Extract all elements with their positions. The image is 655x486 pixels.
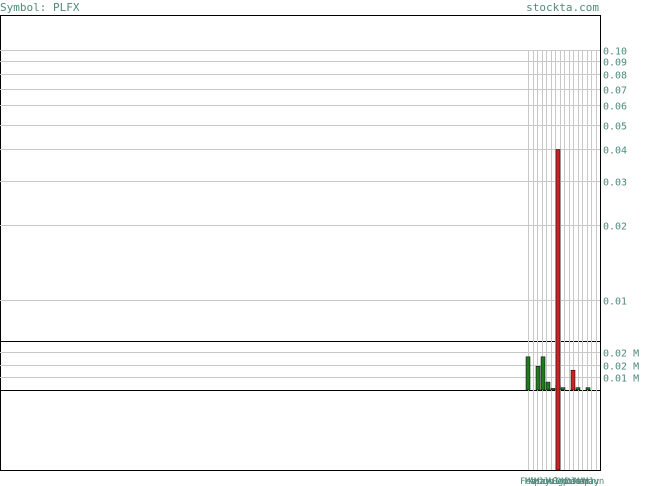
time-tick-label: Mar [574,477,591,486]
time-tick-label: Jul [543,477,559,486]
price-tick-label: 0.02 [603,222,627,233]
time-tick-label: Apr [579,477,596,486]
site-label: stockta.com [526,1,599,14]
volume-axis-ticks: 0.02 M0.02 M0.01 M [603,349,639,385]
time-tick-label: Feb [520,477,536,486]
price-tick-label: 0.09 [603,58,627,69]
time-tick-label: Jan [570,477,586,486]
price-tick-label: 0.03 [603,178,627,189]
time-grid [528,50,597,470]
price-axis-ticks: 0.100.09 0.08 0.07 0.06 0.05 0.04 0.03 0.02 0.01 [603,47,627,308]
volume-bar [550,388,556,391]
price-bars [555,149,561,471]
price-tick-label: 0.10 [603,47,627,58]
time-tick-label: Oct [556,477,572,486]
price-grid [0,50,600,301]
time-tick-label: Dec [565,477,581,486]
volume-bar [570,369,576,391]
price-tick-label: 0.08 [603,71,627,82]
time-tick-label: Sep [552,477,568,486]
volume-bar [535,366,541,391]
time-tick-label: Aug [547,477,563,486]
volume-bar [560,387,566,391]
time-tick-label: May [534,477,551,486]
volume-bar [575,387,581,391]
volume-bar [585,387,591,391]
price-bar [555,149,561,471]
time-tick-label: May [583,477,600,486]
price-tick-label: 0.05 [603,122,627,133]
time-tick-label: Nov [561,477,577,486]
time-tick-label: Jun [588,477,604,486]
time-tick-label: Apr [529,477,546,486]
price-tick-label: 0.01 [603,297,627,308]
volume-grid [0,352,600,378]
time-tick-label: Jun [538,477,554,486]
time-axis-ticks: FebMarAprMayJunJulAugSepOctNovDecJanMarA… [520,477,604,486]
price-tick-label: 0.04 [603,146,627,157]
volume-tick-label: 0.01 M [603,374,639,385]
volume-tick-label: 0.02 M [603,362,639,373]
volume-bar [525,356,531,391]
price-tick-label: 0.07 [603,86,627,97]
time-tick-label: Mar [525,477,542,486]
volume-bar [540,356,546,391]
symbol-label: Symbol: PLFX [0,1,80,14]
price-tick-label: 0.06 [603,102,627,113]
volume-tick-label: 0.02 M [603,349,639,360]
volume-bar [545,381,551,391]
chart-frame [0,15,601,471]
